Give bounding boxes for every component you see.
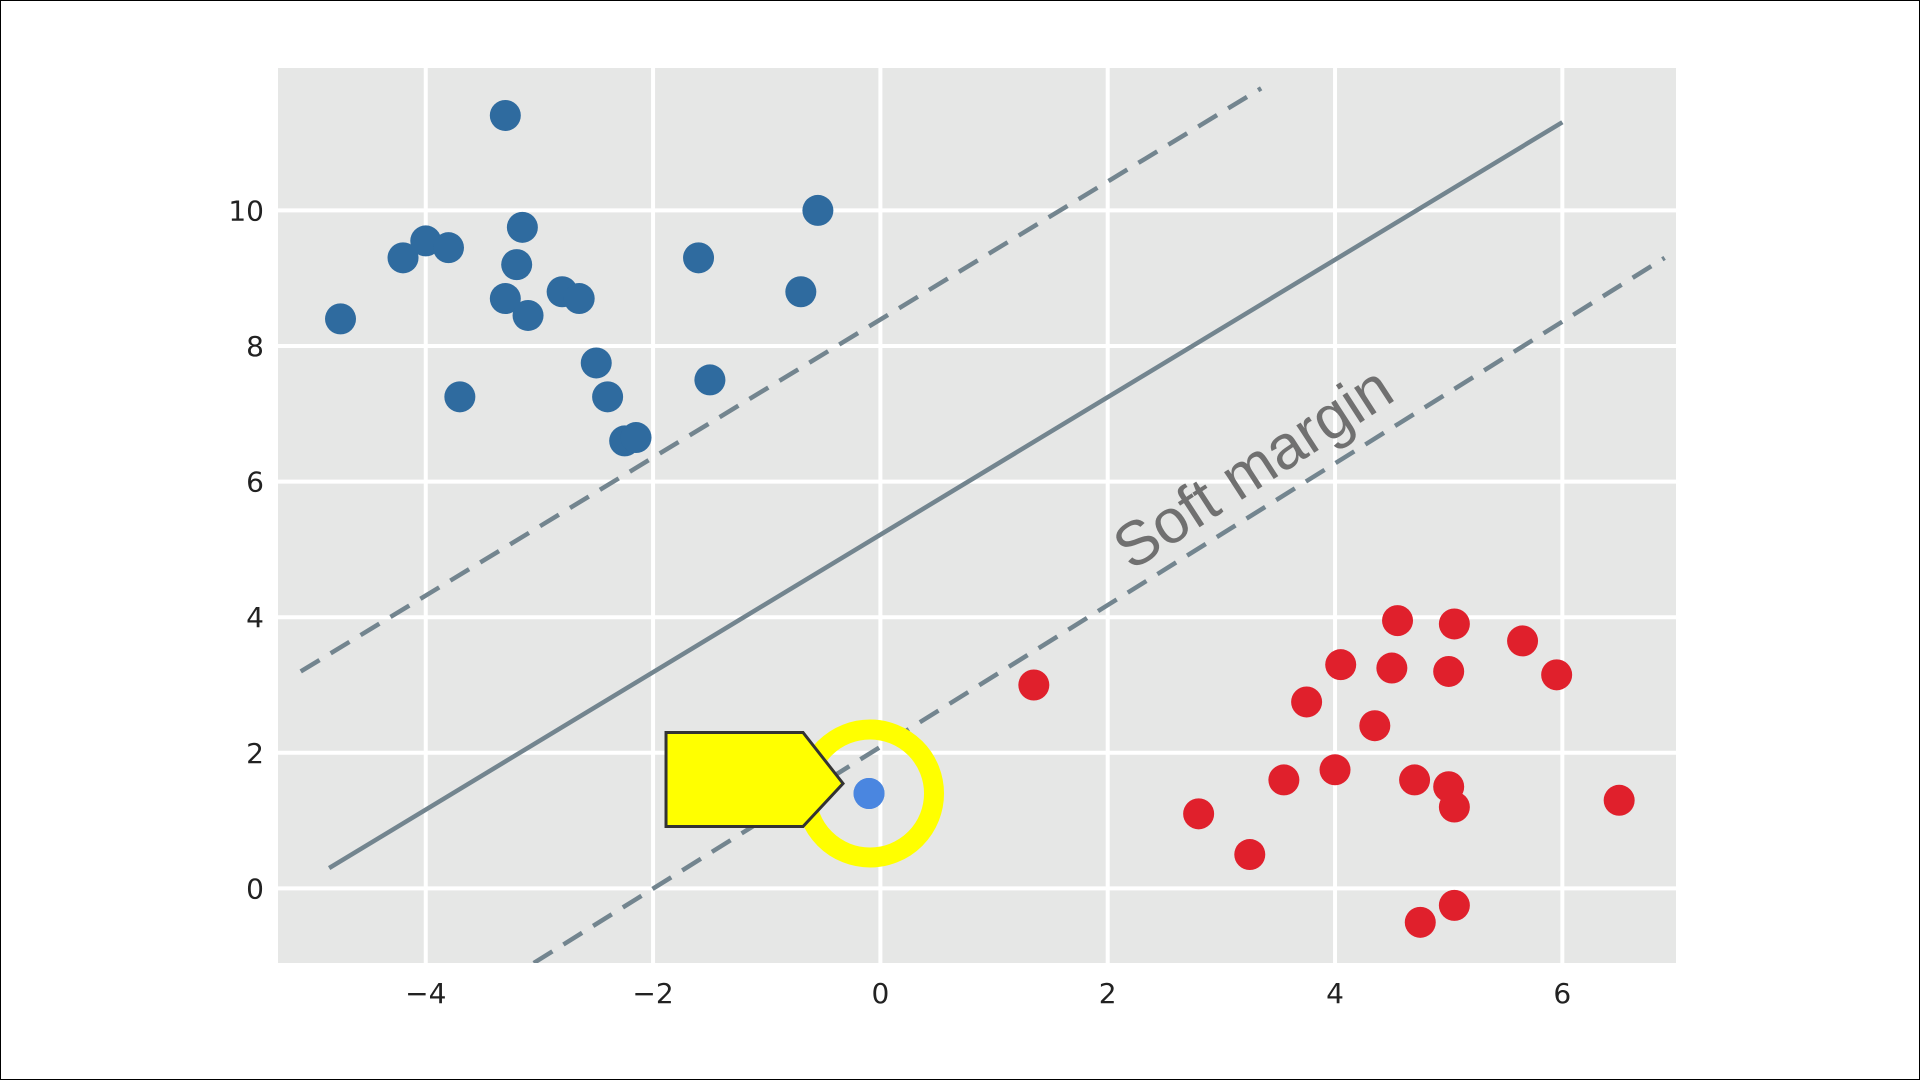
data-point — [506, 211, 538, 243]
y-tick-label: 10 — [228, 194, 264, 227]
data-point — [387, 242, 419, 274]
data-point — [1325, 649, 1357, 681]
data-point — [432, 232, 464, 264]
data-point — [1183, 798, 1215, 830]
data-point — [683, 242, 715, 274]
data-point — [1404, 906, 1436, 938]
decision-lines — [299, 86, 1666, 963]
highlighted-point — [853, 777, 885, 809]
data-point — [1433, 655, 1465, 687]
y-tick-label: 4 — [246, 601, 264, 634]
data-point — [1603, 784, 1635, 816]
data-point — [1291, 686, 1323, 718]
x-tick-label: −2 — [632, 977, 673, 1010]
data-point — [489, 283, 521, 315]
grid-lines — [278, 68, 1676, 963]
data-point — [325, 303, 357, 335]
decision-boundary-line — [327, 120, 1564, 871]
y-tick-label: 8 — [246, 330, 264, 363]
data-point — [489, 99, 521, 131]
data-point — [1376, 652, 1408, 684]
y-tick-label: 2 — [246, 737, 264, 770]
margin-line-2 — [532, 255, 1666, 963]
axis-ticks: −4 −2 0 2 4 6 0 2 4 6 8 10 — [228, 194, 1571, 1010]
data-point — [1234, 839, 1266, 871]
plot-background — [278, 68, 1676, 963]
data-point — [580, 347, 612, 379]
data-point — [512, 299, 544, 331]
y-tick-label: 0 — [246, 872, 264, 905]
x-tick-label: −4 — [405, 977, 446, 1010]
x-tick-label: 2 — [1099, 977, 1117, 1010]
data-point — [1382, 605, 1414, 637]
data-point — [444, 381, 476, 413]
data-point — [1399, 764, 1431, 796]
data-point — [563, 283, 595, 315]
data-point — [620, 422, 652, 454]
data-point — [1268, 764, 1300, 796]
data-point — [785, 276, 817, 308]
data-point — [1507, 625, 1539, 657]
data-point — [694, 364, 726, 396]
highlight-callout — [664, 719, 945, 868]
data-points — [325, 99, 1635, 938]
data-point — [501, 249, 533, 281]
data-point — [1018, 669, 1050, 701]
data-point — [1541, 659, 1573, 691]
data-point — [1438, 889, 1470, 921]
x-tick-label: 4 — [1326, 977, 1344, 1010]
y-tick-label: 6 — [246, 466, 264, 499]
x-tick-label: 6 — [1553, 977, 1571, 1010]
data-point — [1438, 608, 1470, 640]
data-point — [1359, 710, 1391, 742]
data-point — [802, 194, 834, 226]
data-point — [1438, 791, 1470, 823]
margin-line-1 — [299, 86, 1263, 674]
x-tick-label: 0 — [871, 977, 889, 1010]
data-point — [592, 381, 624, 413]
data-point — [1319, 754, 1351, 786]
callout-arrow — [664, 730, 845, 828]
